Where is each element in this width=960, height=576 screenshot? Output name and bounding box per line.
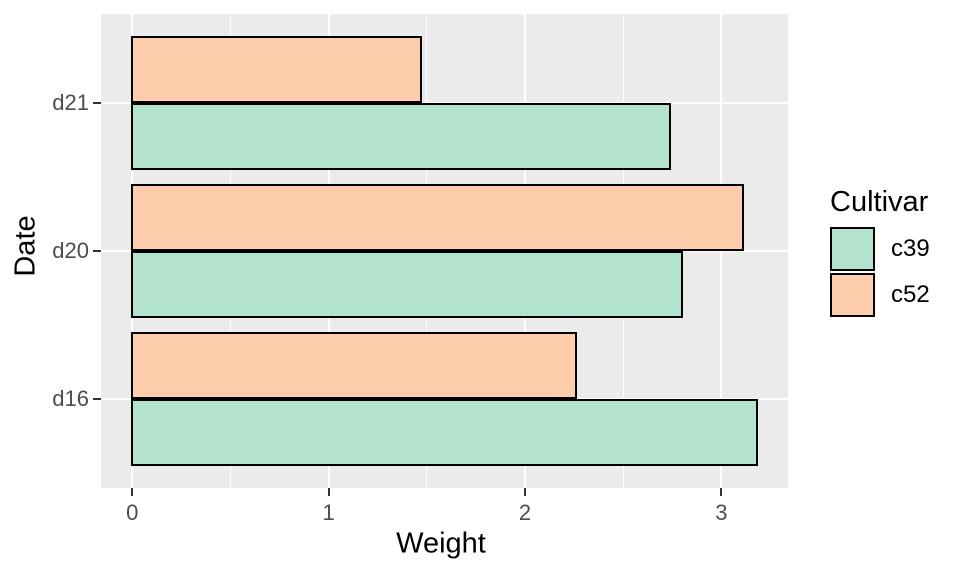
legend-swatch-c39 xyxy=(830,227,875,271)
x-tick-1 xyxy=(327,488,330,496)
legend-label-c39: c39 xyxy=(891,235,930,262)
y-tick-label-d16: d16 xyxy=(52,386,89,412)
y-tick-label-d21: d21 xyxy=(52,89,89,115)
legend-keys: c39 c52 xyxy=(830,227,930,317)
legend: Cultivar c39 c52 xyxy=(830,187,930,319)
major-gridline-x3 xyxy=(720,14,723,488)
x-tick-label-3: 3 xyxy=(715,500,728,525)
x-tick-0 xyxy=(131,488,134,496)
y-tick-d20 xyxy=(93,250,101,252)
x-tick-label-0: 0 xyxy=(126,500,139,525)
bar-d16-c39 xyxy=(131,399,758,466)
x-axis-title: Weight xyxy=(396,527,486,560)
y-tick-label-d20: d20 xyxy=(52,238,89,263)
x-tick-2 xyxy=(524,488,527,496)
x-tick-3 xyxy=(720,488,723,496)
x-tick-label-1: 1 xyxy=(322,500,335,525)
x-tick-label-2: 2 xyxy=(518,500,532,525)
bar-d21-c52 xyxy=(131,36,422,103)
legend-label-c52: c52 xyxy=(891,281,930,308)
plot-panel xyxy=(101,14,788,488)
bar-d16-c52 xyxy=(131,332,578,400)
bar-d21-c39 xyxy=(131,102,672,170)
bar-d20-c52 xyxy=(131,184,745,251)
legend-title: Cultivar xyxy=(830,186,929,218)
bar-d20-c39 xyxy=(131,251,684,318)
y-tick-d21 xyxy=(93,101,101,104)
y-tick-d16 xyxy=(93,398,101,401)
legend-entry-c39: c39 xyxy=(830,227,930,271)
legend-entry-c52: c52 xyxy=(830,273,930,317)
legend-swatch-c52 xyxy=(830,273,875,317)
